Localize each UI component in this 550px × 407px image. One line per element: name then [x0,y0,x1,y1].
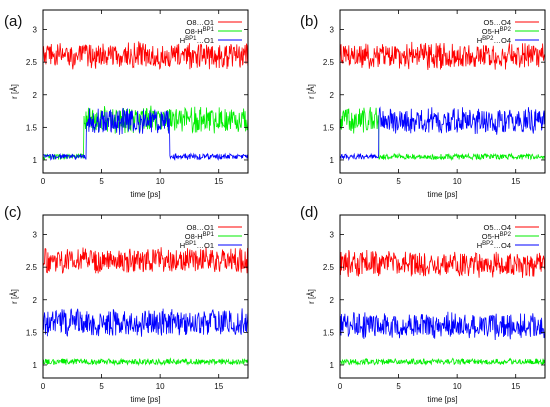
legend-label: HBP1…O1 [180,36,214,45]
plot-frame [339,9,546,174]
legend-label: HBP1…O1 [180,241,214,250]
y-tick-label: 2 [330,91,335,100]
x-tick-label: 10 [156,382,165,391]
y-tick-label: 2 [33,91,38,100]
legend-label: O5…O4 [483,18,511,27]
y-tick-label: 2 [330,296,335,305]
x-tick-label: 10 [156,177,165,186]
x-tick-label: 10 [453,177,462,186]
x-tick-label: 0 [338,382,343,391]
legend-label: O5-HBP2 [482,232,512,241]
y-tick-label: 3 [33,26,38,35]
series-line [339,357,546,366]
x-tick-label: 0 [41,177,46,186]
x-tick-label: 5 [99,382,104,391]
plot-frame [339,214,546,379]
y-tick-label: 3 [330,26,335,35]
plot-frame [42,9,249,174]
x-axis-label: time [ps] [130,395,160,404]
y-axis-label: r [Å] [307,289,316,304]
x-axis-label: time [ps] [427,395,457,404]
chart-panel: (b) 1 1.5 2 2.5 3 0 5 10 15 time [ps] r [Å] O5…O4O5-… [300,9,546,199]
panel-label: (c) [4,204,22,221]
panel-label: (b) [300,13,318,30]
x-tick-label: 5 [99,177,104,186]
y-tick-label: 1 [330,156,335,165]
series-line [42,357,249,367]
legend-label: O8…O1 [186,18,214,27]
x-tick-label: 15 [214,177,223,186]
chart-panel: (d) 1 1.5 2 2.5 3 0 5 10 15 time [ps] r [Å] O5…O4O5-… [300,204,546,404]
y-axis-label: r [Å] [10,289,19,304]
chart-panel: (a) 1 1.5 2 2.5 3 0 5 10 15 time [ps] r [Å] O8…O1O8-… [4,9,249,199]
panel-label: (d) [300,204,318,221]
x-tick-label: 15 [511,382,520,391]
series-line [339,311,546,341]
legend-label: O5-HBP2 [482,27,512,36]
x-tick-label: 0 [41,382,46,391]
legend-label: O8-HBP1 [185,232,215,241]
y-tick-label: 2.5 [323,263,335,272]
series-line [42,107,249,161]
y-tick-label: 2.5 [323,58,335,67]
chart-panel: (c) 1 1.5 2 2.5 3 0 5 10 15 time [ps] r [Å] O8…O1O8-… [4,204,249,404]
y-tick-label: 1.5 [26,123,38,132]
y-tick-label: 1.5 [26,328,38,337]
legend-label: HBP2…O4 [477,36,511,45]
y-tick-label: 1 [33,361,38,370]
y-tick-label: 2.5 [26,263,38,272]
y-tick-label: 3 [330,231,335,240]
x-axis-label: time [ps] [427,190,457,199]
y-tick-label: 1 [33,156,38,165]
x-tick-label: 15 [214,382,223,391]
y-tick-label: 3 [33,231,38,240]
y-tick-label: 1 [330,361,335,370]
x-tick-label: 5 [396,177,401,186]
series-line [339,41,546,71]
legend-label: O5…O4 [483,223,511,232]
series-line [42,246,249,274]
series-line [339,249,546,278]
legend-label: HBP2…O4 [477,241,511,250]
y-axis-label: r [Å] [307,84,316,99]
series-line [339,107,546,162]
x-tick-label: 10 [453,382,462,391]
series-line [339,106,546,162]
y-tick-label: 1.5 [323,123,335,132]
plot-frame [42,214,249,379]
panel-label: (a) [4,13,22,30]
y-axis-label: r [Å] [10,84,19,99]
y-tick-label: 2.5 [26,58,38,67]
series-line [42,41,249,70]
series-line [42,308,249,337]
y-tick-label: 2 [33,296,38,305]
x-axis-label: time [ps] [130,190,160,199]
legend-label: O8-HBP1 [185,27,215,36]
y-tick-label: 1.5 [323,328,335,337]
x-tick-label: 15 [511,177,520,186]
legend-label: O8…O1 [186,223,214,232]
series-line [42,105,249,161]
x-tick-label: 0 [338,177,343,186]
x-tick-label: 5 [396,382,401,391]
